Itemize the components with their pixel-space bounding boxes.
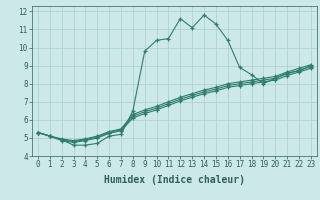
X-axis label: Humidex (Indice chaleur): Humidex (Indice chaleur) bbox=[104, 175, 245, 185]
